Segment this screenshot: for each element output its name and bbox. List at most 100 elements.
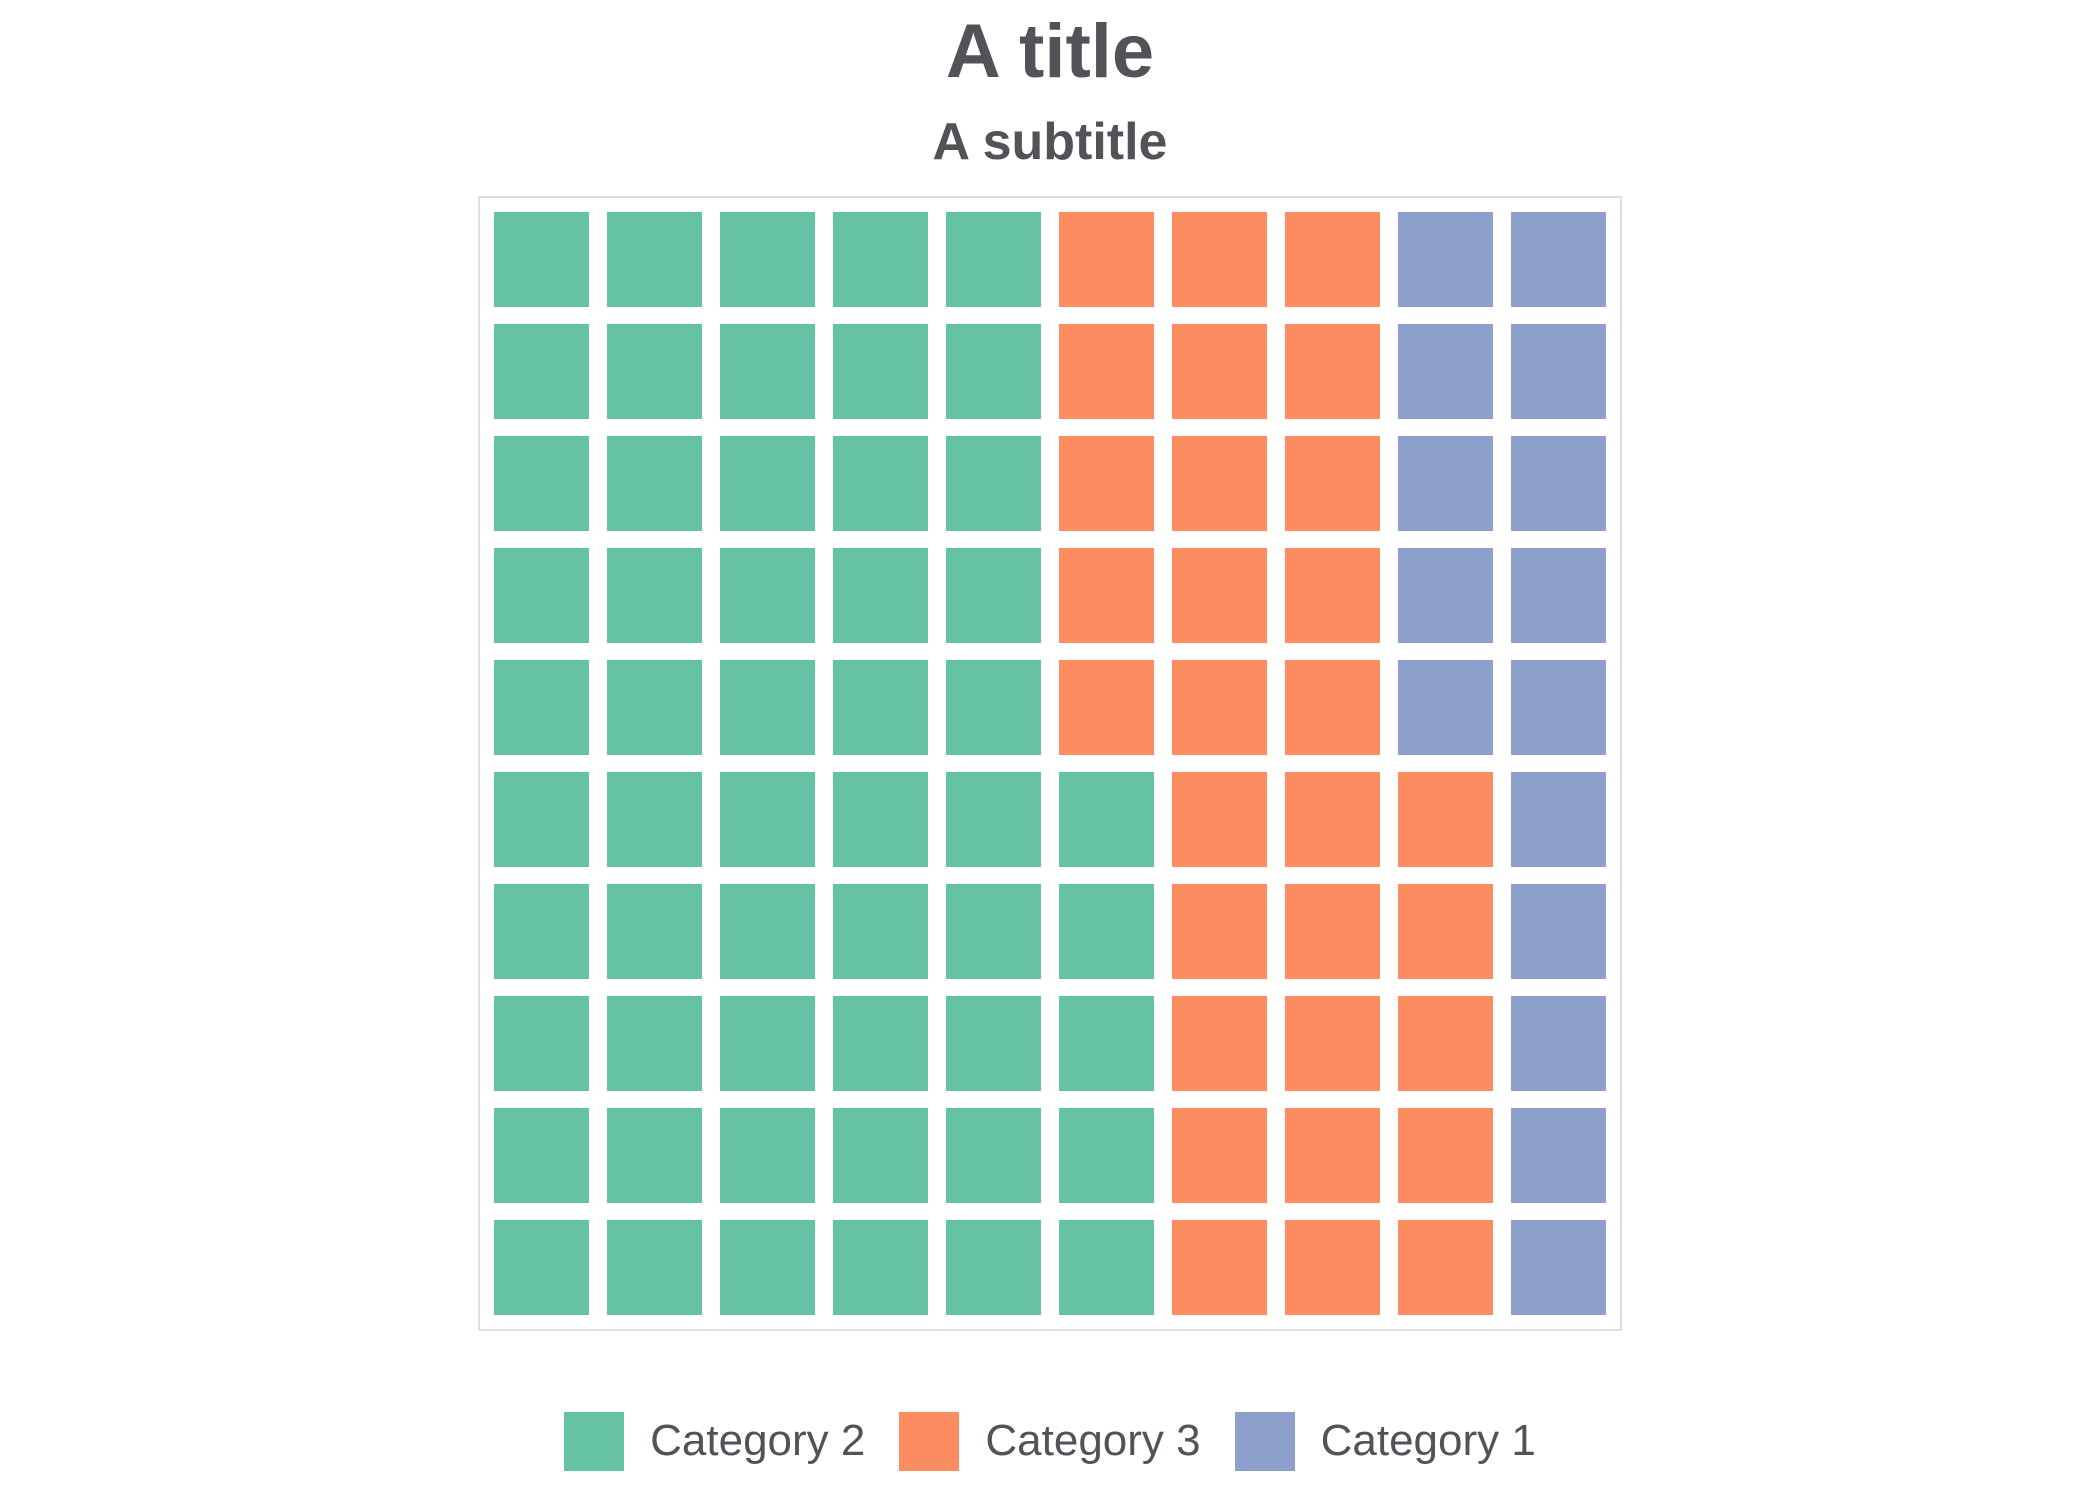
waffle-cell-c3 — [1285, 436, 1380, 531]
waffle-cell-c2 — [720, 660, 815, 755]
legend-item-c3: Category 3 — [899, 1411, 1201, 1471]
waffle-cell-c2 — [946, 548, 1041, 643]
waffle-panel — [478, 196, 1622, 1331]
waffle-cell-c3 — [1059, 324, 1154, 419]
waffle-cell-c2 — [1059, 996, 1154, 1091]
waffle-cell-c2 — [720, 1108, 815, 1203]
waffle-cell-c2 — [833, 884, 928, 979]
waffle-cell-c2 — [833, 772, 928, 867]
waffle-cell-c3 — [1172, 996, 1267, 1091]
waffle-cell-c3 — [1398, 1220, 1493, 1315]
waffle-cell-c1 — [1511, 436, 1606, 531]
legend-swatch-c2 — [564, 1411, 625, 1471]
waffle-cell-c1 — [1511, 212, 1606, 307]
waffle-cell-c3 — [1285, 212, 1380, 307]
waffle-cell-c2 — [1059, 1108, 1154, 1203]
waffle-cell-c2 — [494, 324, 589, 419]
waffle-cell-c3 — [1059, 548, 1154, 643]
waffle-cell-c2 — [1059, 1220, 1154, 1315]
waffle-cell-c2 — [494, 548, 589, 643]
waffle-cell-c2 — [494, 212, 589, 307]
chart-subtitle: A subtitle — [932, 113, 1168, 171]
waffle-cell-c2 — [494, 436, 589, 531]
waffle-cell-c2 — [946, 1108, 1041, 1203]
legend-swatch-c3 — [899, 1411, 960, 1471]
waffle-cell-c1 — [1511, 1220, 1606, 1315]
waffle-cell-c2 — [720, 1220, 815, 1315]
legend: Category 2 Category 3 Category 1 — [0, 1411, 2100, 1471]
waffle-cell-c2 — [946, 884, 1041, 979]
waffle-cell-c2 — [607, 212, 702, 307]
waffle-cell-c3 — [1398, 996, 1493, 1091]
waffle-cell-c2 — [607, 1108, 702, 1203]
legend-item-c1: Category 1 — [1234, 1411, 1536, 1471]
waffle-cell-c2 — [720, 324, 815, 419]
waffle-cell-c3 — [1285, 884, 1380, 979]
waffle-cell-c3 — [1172, 548, 1267, 643]
waffle-cell-c2 — [607, 996, 702, 1091]
chart-title: A title — [945, 9, 1155, 94]
waffle-cell-c3 — [1059, 436, 1154, 531]
waffle-cell-c2 — [494, 1220, 589, 1315]
waffle-cell-c2 — [1059, 884, 1154, 979]
waffle-cell-c2 — [833, 436, 928, 531]
waffle-cell-c1 — [1398, 212, 1493, 307]
waffle-cell-c1 — [1511, 324, 1606, 419]
waffle-cell-c3 — [1398, 772, 1493, 867]
waffle-cell-c3 — [1285, 996, 1380, 1091]
waffle-cell-c2 — [946, 212, 1041, 307]
waffle-cell-c2 — [607, 772, 702, 867]
waffle-cell-c2 — [833, 996, 928, 1091]
waffle-cell-c3 — [1059, 212, 1154, 307]
waffle-cell-c2 — [607, 1220, 702, 1315]
waffle-cell-c2 — [494, 660, 589, 755]
waffle-cell-c2 — [720, 212, 815, 307]
waffle-cell-c3 — [1172, 324, 1267, 419]
waffle-cell-c2 — [720, 548, 815, 643]
waffle-cell-c2 — [720, 996, 815, 1091]
waffle-cell-c2 — [946, 324, 1041, 419]
waffle-cell-c3 — [1172, 212, 1267, 307]
waffle-cell-c2 — [946, 996, 1041, 1091]
waffle-cell-c3 — [1172, 772, 1267, 867]
waffle-cell-c2 — [607, 436, 702, 531]
waffle-cell-c2 — [494, 884, 589, 979]
waffle-cell-c2 — [720, 884, 815, 979]
waffle-cell-c2 — [946, 1220, 1041, 1315]
waffle-cell-c2 — [1059, 772, 1154, 867]
waffle-cell-c3 — [1172, 1108, 1267, 1203]
waffle-cell-c1 — [1398, 436, 1493, 531]
waffle-cell-c3 — [1285, 548, 1380, 643]
waffle-cell-c2 — [833, 1220, 928, 1315]
waffle-cell-c2 — [946, 772, 1041, 867]
waffle-cell-c3 — [1398, 884, 1493, 979]
waffle-cell-c2 — [833, 548, 928, 643]
waffle-cell-c2 — [833, 324, 928, 419]
waffle-cell-c2 — [494, 996, 589, 1091]
waffle-cell-c1 — [1511, 772, 1606, 867]
waffle-cell-c2 — [607, 324, 702, 419]
waffle-cell-c3 — [1059, 660, 1154, 755]
waffle-cell-c1 — [1511, 1108, 1606, 1203]
waffle-cell-c2 — [720, 772, 815, 867]
waffle-grid — [494, 212, 1606, 1315]
waffle-cell-c2 — [833, 212, 928, 307]
waffle-cell-c3 — [1172, 1220, 1267, 1315]
waffle-cell-c2 — [607, 548, 702, 643]
waffle-cell-c2 — [946, 436, 1041, 531]
waffle-cell-c1 — [1511, 996, 1606, 1091]
waffle-cell-c2 — [833, 1108, 928, 1203]
waffle-cell-c3 — [1285, 772, 1380, 867]
waffle-cell-c3 — [1172, 884, 1267, 979]
waffle-cell-c1 — [1511, 548, 1606, 643]
waffle-cell-c3 — [1285, 1108, 1380, 1203]
waffle-cell-c3 — [1172, 660, 1267, 755]
waffle-cell-c3 — [1285, 324, 1380, 419]
waffle-cell-c1 — [1511, 884, 1606, 979]
waffle-cell-c2 — [946, 660, 1041, 755]
legend-label: Category 3 — [985, 1416, 1201, 1465]
waffle-cell-c1 — [1511, 660, 1606, 755]
waffle-cell-c3 — [1172, 436, 1267, 531]
waffle-cell-c2 — [607, 660, 702, 755]
